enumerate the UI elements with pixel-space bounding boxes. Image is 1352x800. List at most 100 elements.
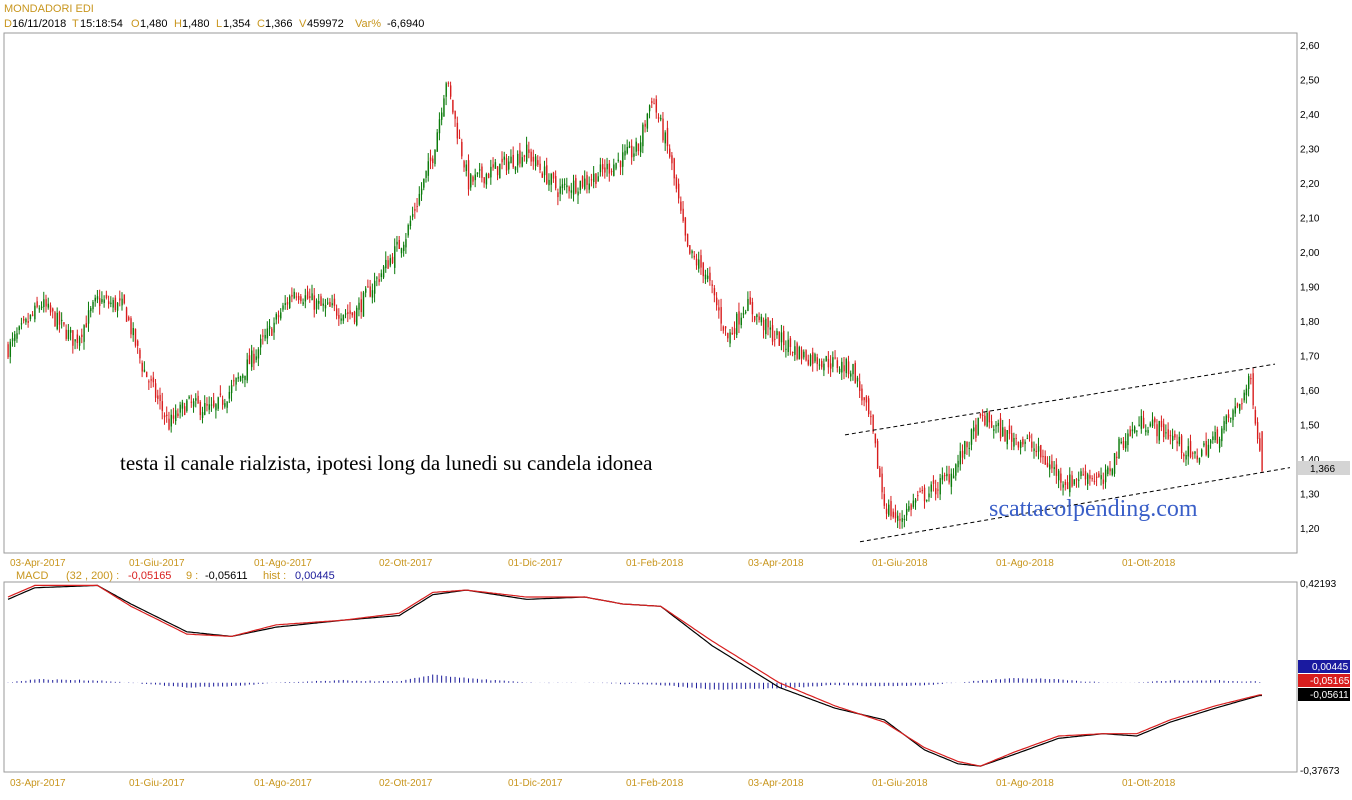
candle-body xyxy=(530,151,532,162)
candle-body xyxy=(376,277,378,279)
candle-body xyxy=(496,166,499,176)
candle-body xyxy=(1075,479,1078,481)
candle-body xyxy=(503,156,506,160)
candle-body xyxy=(1073,479,1076,485)
candle-body xyxy=(398,240,400,249)
candle-body xyxy=(586,175,588,185)
price-xtick: 02-Ott-2017 xyxy=(379,558,433,569)
candle-body xyxy=(1243,392,1245,401)
candle-body xyxy=(362,292,365,317)
candle-body xyxy=(796,343,798,359)
candle-body xyxy=(693,255,696,258)
candle-body xyxy=(1163,423,1165,438)
candle-body xyxy=(1196,455,1198,460)
candle-body xyxy=(566,185,568,188)
price-ytick: 1,60 xyxy=(1300,386,1320,397)
low-label: L xyxy=(216,18,222,30)
candle-body xyxy=(349,310,351,314)
candle-body xyxy=(302,302,304,305)
candle-body xyxy=(429,157,432,162)
candle-body xyxy=(528,149,530,153)
candle-body xyxy=(190,401,193,403)
candle-body xyxy=(463,161,465,168)
candle-body xyxy=(132,328,134,336)
candle-body xyxy=(534,156,537,167)
candle-body xyxy=(836,360,839,369)
candle-body xyxy=(914,499,917,503)
candle-body xyxy=(280,312,282,319)
candle-body xyxy=(92,301,94,310)
hist-value-box-label: 0,00445 xyxy=(1312,662,1349,673)
candle-body xyxy=(852,363,854,375)
candle-body xyxy=(324,304,327,309)
candle-body xyxy=(76,334,79,343)
candle-body xyxy=(1037,446,1040,452)
candle-body xyxy=(1069,474,1071,493)
candle-body xyxy=(145,371,148,378)
candle-body xyxy=(1057,470,1060,481)
candle-body xyxy=(845,358,848,374)
macd-value-box xyxy=(1298,674,1350,687)
candle-body xyxy=(461,141,463,157)
candle-body xyxy=(315,300,318,310)
candle-body xyxy=(170,414,172,427)
candle-body xyxy=(541,173,544,178)
candle-body xyxy=(532,156,535,162)
macd-xtick: 01-Giu-2017 xyxy=(129,778,185,789)
candle-body xyxy=(952,475,955,479)
candle-body xyxy=(1111,469,1114,475)
candle-body xyxy=(226,401,228,408)
candle-body xyxy=(525,144,528,162)
candle-body xyxy=(228,391,231,399)
candle-body xyxy=(434,149,436,164)
macd-xtick: 02-Ott-2017 xyxy=(379,778,433,789)
candle-body xyxy=(318,300,320,304)
candle-body xyxy=(168,418,170,430)
candle-body xyxy=(1198,457,1201,463)
candle-body xyxy=(590,179,593,181)
candle-body xyxy=(78,337,81,346)
candle-body xyxy=(519,150,521,164)
candle-body xyxy=(928,493,930,498)
candle-body xyxy=(885,508,888,514)
candle-body xyxy=(63,322,65,325)
candle-body xyxy=(1049,464,1051,470)
candle-body xyxy=(14,334,16,341)
candle-body xyxy=(456,122,459,139)
candle-body xyxy=(96,296,99,300)
candle-body xyxy=(966,441,968,448)
candle-body xyxy=(123,294,126,304)
candle-body xyxy=(832,357,834,367)
candle-body xyxy=(888,504,890,516)
macd-xtick: 01-Dic-2017 xyxy=(508,778,563,789)
candle-body xyxy=(1116,456,1118,459)
candle-body xyxy=(988,411,991,423)
candle-body xyxy=(722,326,725,331)
candle-body xyxy=(1062,484,1064,488)
candle-body xyxy=(501,158,503,163)
candle-body xyxy=(72,330,74,346)
candle-body xyxy=(329,301,331,307)
candle-body xyxy=(791,351,794,353)
candle-body xyxy=(9,341,12,357)
candle-body xyxy=(179,404,181,413)
candle-body xyxy=(1022,438,1024,445)
candle-body xyxy=(242,375,244,378)
candle-body xyxy=(843,365,845,372)
candle-body xyxy=(975,424,977,438)
time-label: T xyxy=(72,18,79,30)
candle-body xyxy=(443,98,445,117)
candle-body xyxy=(1104,469,1107,483)
candle-body xyxy=(847,361,850,375)
analysis-comment: testa il canale rialzista, ipotesi long … xyxy=(120,451,653,475)
candle-body xyxy=(371,290,374,298)
candle-body xyxy=(420,188,423,195)
candle-body xyxy=(729,332,731,344)
candle-body xyxy=(669,148,671,157)
candle-body xyxy=(1015,437,1017,439)
candle-body xyxy=(1093,480,1096,482)
candle-body xyxy=(776,331,778,336)
price-xtick: 01-Giu-2018 xyxy=(872,558,928,569)
candle-body xyxy=(103,299,105,303)
candle-body xyxy=(34,305,36,320)
